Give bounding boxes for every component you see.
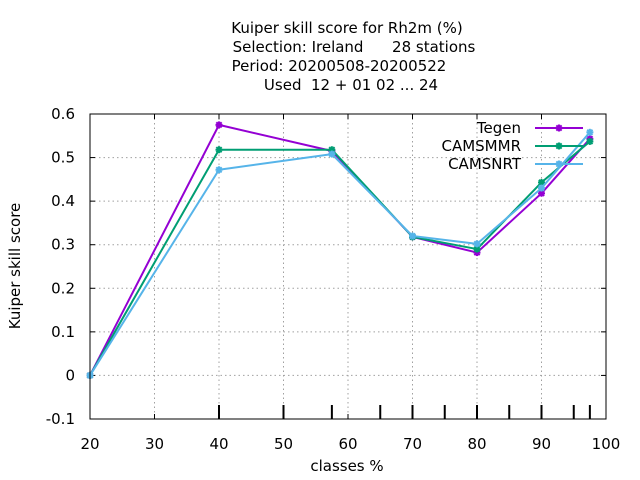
legend-label-camsmmr: CAMSMMR [441,137,521,155]
data-point-camsnrt [409,232,416,240]
data-point-camsnrt [586,128,594,136]
plot-frame [89,113,607,420]
x-tick-label: 50 [274,435,293,453]
y-tick-label: -0.1 [46,410,75,428]
x-tick-labels: 20 30 40 50 60 70 80 90 100 [80,435,620,453]
data-point-camsnrt [473,240,481,248]
x-tick-label: 60 [338,435,357,453]
title-line-4: Used 12 + 01 02 ... 24 [264,76,438,94]
y-tick-labels: -0.1 0 0.1 0.2 0.3 0.4 0.5 0.6 [46,105,75,428]
chart-title: Kuiper skill score for Rh2m (%) Selectio… [231,19,475,94]
class-marks [218,405,591,419]
legend-label-tegen: Tegen [476,119,521,137]
title-line-1: Kuiper skill score for Rh2m (%) [231,19,463,37]
data-point-camsmmr [215,146,223,154]
data-point-tegen [538,189,545,197]
legend-marker-camsnrt [555,160,563,168]
legend-label-camsnrt: CAMSNRT [448,155,522,173]
data-point-camsnrt [538,184,545,192]
series-camsnrt [86,128,594,379]
y-axis-title: Kuiper skill score [6,203,24,330]
data-point-camsnrt [328,150,336,158]
legend-marker-tegen [555,124,563,132]
title-line-3: Period: 20200508-20200522 [232,57,447,75]
y-tick-label: 0 [65,366,75,384]
data-point-camsnrt [215,166,223,174]
series-line-camsmmr [89,140,591,376]
x-tick-label: 30 [145,435,164,453]
data-point-camsmmr [586,137,594,145]
y-tick-label: 0.6 [51,105,75,123]
x-tick-label: 20 [80,435,99,453]
legend-item-tegen: Tegen [476,119,583,137]
y-tick-label: 0.5 [51,149,75,167]
legend-item-camsmmr: CAMSMMR [441,137,583,155]
legend-item-camsnrt: CAMSNRT [448,155,583,173]
grid [89,113,607,420]
x-axis-title: classes % [310,457,383,475]
y-tick-label: 0.3 [51,236,75,254]
x-tick-label: 40 [209,435,228,453]
y-tick-label: 0.4 [51,192,75,210]
x-tick-label: 100 [592,435,621,453]
legend-marker-camsmmr [555,142,563,150]
x-tick-label: 90 [532,435,551,453]
y-tick-label: 0.1 [51,323,75,341]
series-lines [86,121,594,379]
x-tick-label: 80 [467,435,486,453]
title-line-2: Selection: Ireland 28 stations [233,38,476,56]
x-tick-label: 70 [403,435,422,453]
data-point-tegen [215,121,223,129]
y-tick-label: 0.2 [51,279,75,297]
